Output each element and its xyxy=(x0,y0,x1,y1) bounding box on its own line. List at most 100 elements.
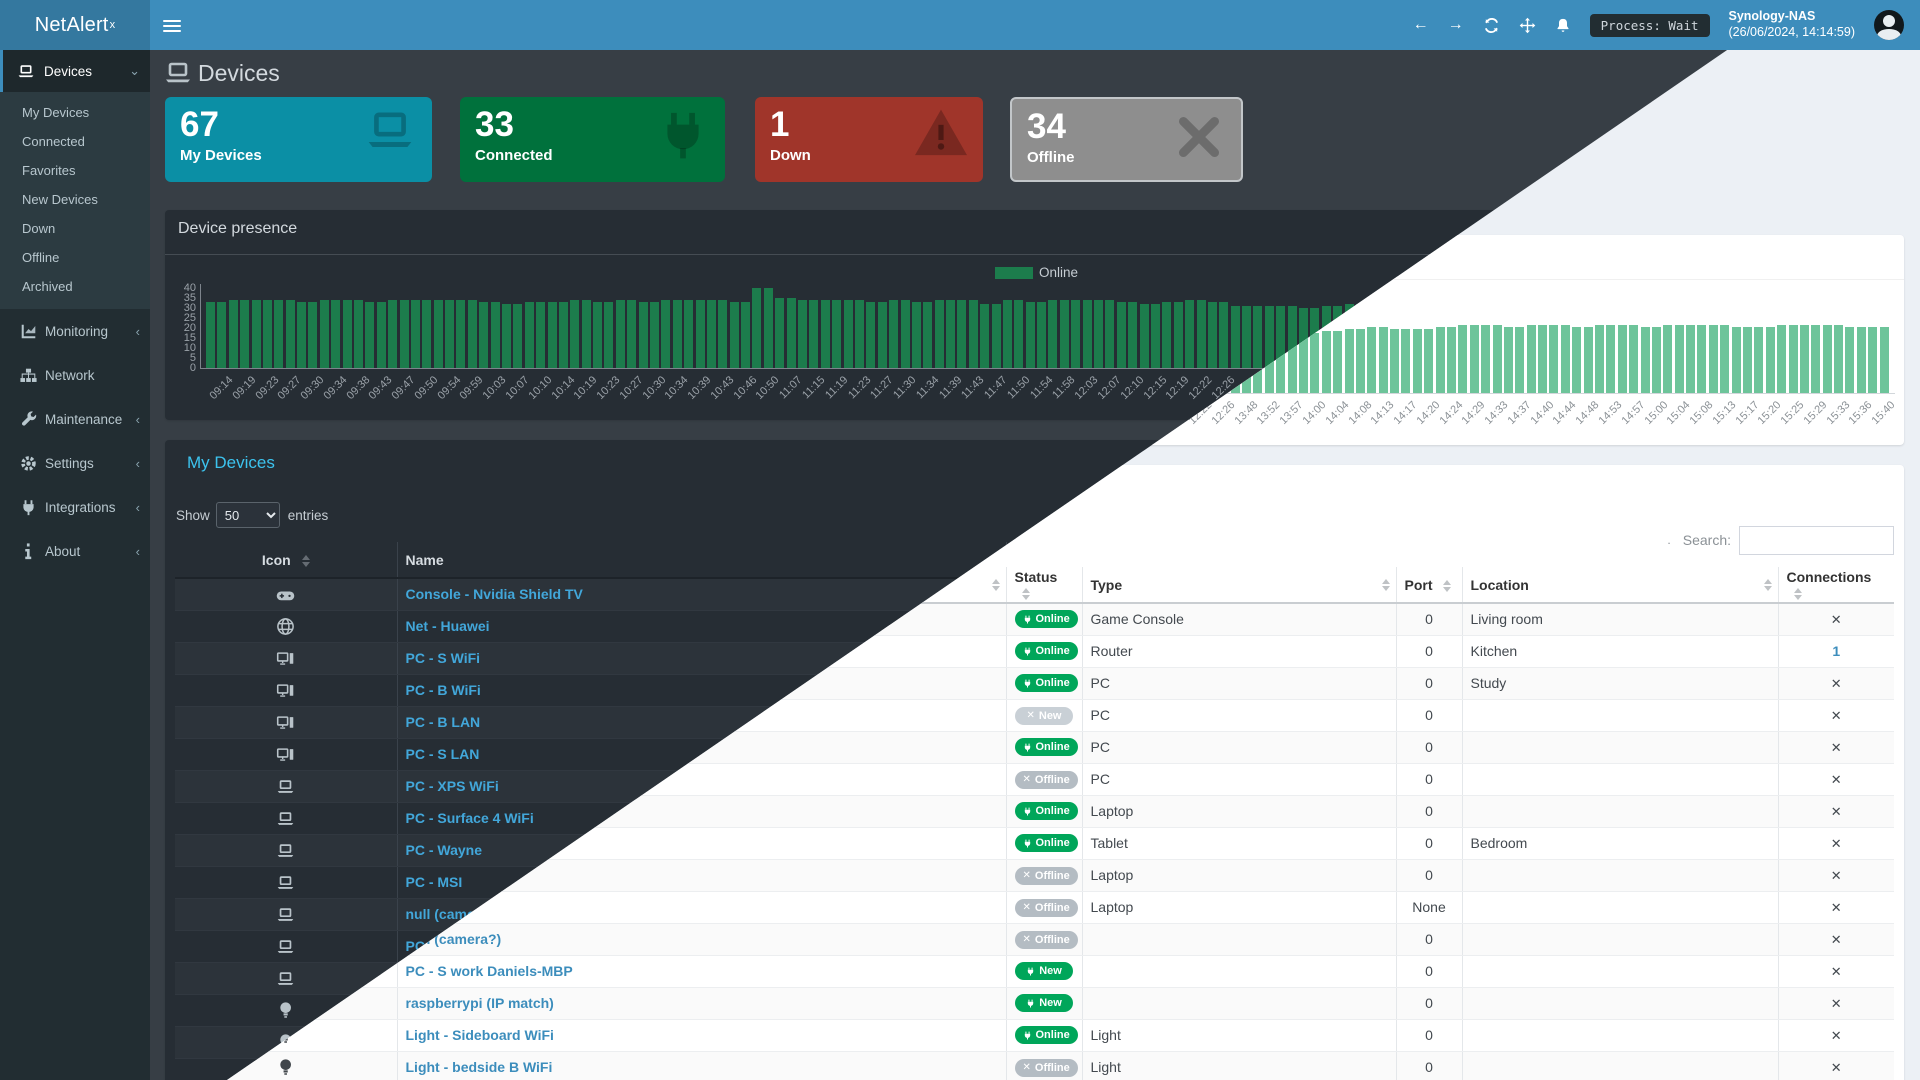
sidebar-item-maintenance[interactable]: Maintenance ‹ xyxy=(0,397,150,441)
chart-bar xyxy=(729,302,739,368)
device-name-link[interactable]: raspberrypi (IP match) xyxy=(405,995,554,1011)
column-header-connections[interactable]: Connections xyxy=(1777,567,1894,604)
chart-bar xyxy=(843,300,853,368)
column-header-type[interactable]: Type xyxy=(1081,567,1396,604)
stat-label: Offline xyxy=(1027,148,1075,166)
refresh-icon[interactable] xyxy=(1483,17,1500,34)
stat-card-my-devices[interactable]: 67 My Devices xyxy=(165,97,432,182)
sidebar-subitem-new-devices[interactable]: New Devices xyxy=(22,192,98,207)
chart-bar xyxy=(251,300,261,368)
device-name-link[interactable]: Net - Huawei xyxy=(405,618,490,634)
chart-bar xyxy=(285,300,295,368)
sidebar-subitem-down[interactable]: Down xyxy=(22,221,56,236)
sidebar-item-integrations[interactable]: Integrations ‹ xyxy=(0,485,150,529)
back-arrow-icon[interactable]: ← xyxy=(1412,16,1429,33)
chart-bar xyxy=(1207,302,1217,368)
chart-bar xyxy=(1868,327,1878,393)
column-header-name[interactable]: Name xyxy=(396,542,1006,579)
stat-value: 67 xyxy=(180,105,219,144)
chart-bar xyxy=(1742,327,1752,393)
device-name-link[interactable]: PC - XPS WiFi xyxy=(405,778,499,794)
column-header-location[interactable]: Location xyxy=(1461,567,1778,604)
device-type: Laptop xyxy=(1081,891,1396,924)
chart-bar xyxy=(410,300,420,368)
device-name-link[interactable]: PC - B LAN xyxy=(405,714,481,730)
chart-bar xyxy=(1287,331,1297,393)
device-name-link[interactable]: Light - bedside B WiFi xyxy=(405,1059,553,1075)
device-location xyxy=(1461,795,1778,828)
stat-card-down[interactable]: 1 Down xyxy=(755,97,983,182)
sidebar-subitem-offline[interactable]: Offline xyxy=(22,250,60,265)
chart-bar xyxy=(1560,325,1570,393)
device-port: 0 xyxy=(1395,859,1462,892)
device-name-link[interactable]: PC - S WiFi xyxy=(405,650,481,666)
device-name-link[interactable]: PC - MSI xyxy=(405,874,463,890)
desktop-icon xyxy=(175,642,397,675)
chart-bar xyxy=(1492,325,1502,393)
device-location xyxy=(1461,731,1778,764)
no-connection-x-icon: ✕ xyxy=(1830,963,1842,979)
stat-label: Down xyxy=(770,146,811,164)
sort-icon xyxy=(1381,579,1390,591)
connections-link[interactable]: 1 xyxy=(1832,643,1841,659)
chart-bar xyxy=(433,300,443,368)
chart-bar xyxy=(1014,300,1024,368)
sidebar-item-network[interactable]: Network xyxy=(0,353,150,397)
device-location xyxy=(1461,923,1778,956)
chart-bar xyxy=(968,300,978,368)
chart-bar xyxy=(741,302,751,368)
column-label: Name xyxy=(405,551,444,568)
device-name-link[interactable]: PC - S LAN xyxy=(405,746,480,762)
sidebar-item-label: About xyxy=(45,543,81,559)
forward-arrow-icon[interactable]: → xyxy=(1447,16,1464,33)
device-name-link[interactable]: Light - Sideboard WiFi xyxy=(405,1027,554,1043)
column-header-status[interactable]: Status xyxy=(1005,567,1082,604)
sidebar-subitem-archived[interactable]: Archived xyxy=(22,279,73,294)
gear-icon xyxy=(18,455,38,472)
device-name-link[interactable]: PC - B WiFi xyxy=(405,682,481,698)
device-location: Living room xyxy=(1461,603,1778,636)
status-badge: Online xyxy=(1014,610,1078,629)
no-connection-x-icon: ✕ xyxy=(1830,1027,1842,1043)
column-header-icon[interactable]: Icon xyxy=(175,542,397,579)
stat-card-connected[interactable]: 33 Connected xyxy=(460,97,725,182)
device-name-link[interactable]: PC - Surface 4 WiFi xyxy=(405,810,534,826)
no-connection-x-icon: ✕ xyxy=(1830,611,1842,627)
page-title: Devices xyxy=(198,59,280,86)
y-axis-tick: 25 xyxy=(183,312,196,324)
sidebar-subitem-favorites[interactable]: Favorites xyxy=(22,163,76,178)
sidebar-item-devices[interactable]: Devices ⌄ xyxy=(0,50,150,92)
device-port: None xyxy=(1395,891,1462,924)
chart-bar xyxy=(1037,302,1047,368)
chart-bar xyxy=(1686,325,1696,393)
device-type: Game Console xyxy=(1081,603,1396,636)
user-avatar[interactable] xyxy=(1874,10,1904,40)
search-input[interactable] xyxy=(1739,525,1894,555)
sidebar-subitem-connected[interactable]: Connected xyxy=(22,134,85,149)
sidebar-item-monitoring[interactable]: Monitoring ‹ xyxy=(0,309,150,353)
page-size-select[interactable]: 50 xyxy=(215,502,280,528)
table-row: raspberrypi (IP match) New 0 ✕ xyxy=(227,987,1894,1020)
sidebar-item-settings[interactable]: Settings ‹ xyxy=(0,441,150,485)
laptop-icon xyxy=(175,770,397,803)
move-icon[interactable] xyxy=(1519,17,1536,34)
status-badge: ✕Offline xyxy=(1014,930,1078,949)
chart-bar xyxy=(650,302,660,368)
device-name-link[interactable]: PC - S work Daniels-MBP xyxy=(405,963,573,979)
column-header-port[interactable]: Port xyxy=(1395,567,1462,604)
sidebar-subitem-my-devices[interactable]: My Devices xyxy=(22,105,90,120)
chart-bar xyxy=(228,300,238,368)
device-name-link[interactable]: PC - Wayne xyxy=(405,842,483,858)
sidebar-item-about[interactable]: About ‹ xyxy=(0,529,150,573)
bell-icon[interactable] xyxy=(1555,17,1571,34)
chart-bar xyxy=(934,300,944,368)
chart-bar xyxy=(1424,329,1434,393)
chart-bar xyxy=(331,300,341,368)
chart-bar xyxy=(1481,325,1491,393)
device-name-link[interactable]: Console - Nvidia Shield TV xyxy=(405,586,583,603)
stat-card-offline[interactable]: 34 Offline xyxy=(1010,97,1243,182)
chevron-down-icon: ⌄ xyxy=(129,63,140,78)
sidebar-toggle-icon[interactable] xyxy=(163,17,181,33)
laptop-icon xyxy=(364,109,416,152)
